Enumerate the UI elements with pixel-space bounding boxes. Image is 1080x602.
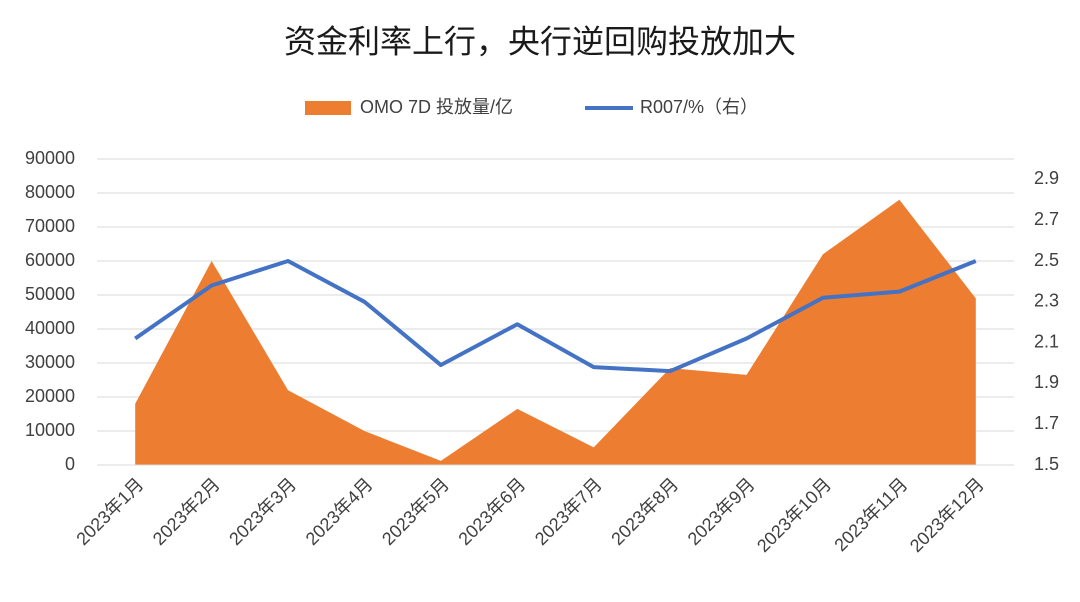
y2-tick-label: 1.5 [1034, 454, 1059, 474]
y-tick-label: 90000 [25, 148, 75, 168]
y2-tick-label: 2.7 [1034, 209, 1059, 229]
legend-label: R007/%（右） [640, 97, 758, 117]
y-tick-label: 20000 [25, 386, 75, 406]
x-tick-label: 2023年10月 [753, 474, 835, 556]
chart-title: 资金利率上行，央行逆回购投放加大 [284, 23, 796, 59]
y-tick-label: 50000 [25, 284, 75, 304]
y-tick-label: 60000 [25, 250, 75, 270]
x-tick-label: 2023年7月 [531, 474, 606, 549]
y2-tick-label: 1.7 [1034, 413, 1059, 433]
y-tick-label: 0 [65, 454, 75, 474]
x-tick-label: 2023年8月 [607, 474, 682, 549]
x-tick-label: 2023年11月 [830, 474, 911, 555]
x-tick-label: 2023年12月 [906, 474, 988, 556]
y2-tick-label: 1.9 [1034, 372, 1059, 392]
x-tick-label: 2023年6月 [454, 474, 529, 549]
legend-swatch [305, 101, 351, 115]
y-tick-label: 40000 [25, 318, 75, 338]
y-tick-label: 70000 [25, 216, 75, 236]
x-tick-label: 2023年9月 [684, 474, 759, 549]
x-tick-label: 2023年5月 [378, 474, 453, 549]
y2-tick-label: 2.1 [1034, 331, 1059, 351]
line [134, 259, 977, 374]
y2-tick-label: 2.3 [1034, 291, 1059, 311]
y-tick-label: 30000 [25, 352, 75, 372]
x-tick-label: 2023年3月 [225, 474, 300, 549]
x-tick-label: 2023年2月 [149, 474, 224, 549]
area [135, 199, 976, 466]
x-tick-label: 2023年1月 [72, 474, 147, 549]
y2-tick-label: 2.9 [1034, 168, 1059, 188]
legend-label: OMO 7D 投放量/亿 [360, 97, 513, 117]
y-tick-label: 80000 [25, 182, 75, 202]
y2-tick-label: 2.5 [1034, 250, 1059, 270]
x-tick-label: 2023年4月 [302, 474, 377, 549]
y-tick-label: 10000 [25, 420, 75, 440]
